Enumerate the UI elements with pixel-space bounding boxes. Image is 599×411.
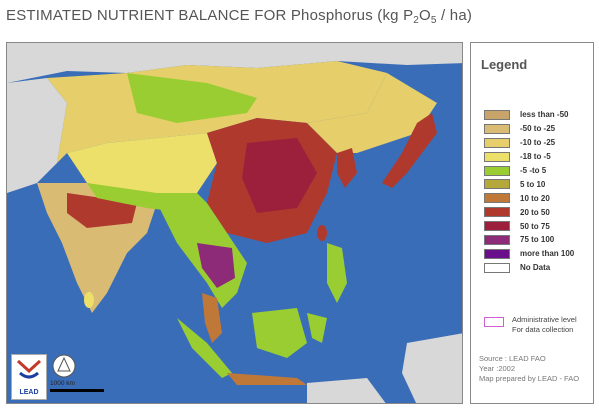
legend-swatch	[484, 262, 510, 273]
legend-panel: Legend less than -50 -50 to -25 -10 to -25…	[470, 42, 594, 404]
page-title: ESTIMATED NUTRIENT BALANCE FOR Phosphoru…	[6, 7, 472, 26]
credits-source: Source : LEAD FAO	[479, 354, 546, 363]
legend-label: less than -50	[520, 110, 569, 120]
region-java	[227, 373, 307, 385]
legend-item: -18 to -5	[484, 150, 574, 164]
legend-list: less than -50 -50 to -25 -10 to -25 -18 to …	[484, 108, 574, 275]
admin-level-swatch	[484, 317, 504, 327]
legend-swatch	[484, 234, 510, 245]
legend-item: 50 to 75	[484, 219, 574, 233]
no-data-west	[7, 78, 67, 193]
legend-item: 20 to 50	[484, 205, 574, 219]
region-manchuria	[307, 73, 437, 153]
scale-line	[50, 389, 104, 392]
admin-level-line-1: Administrative level	[512, 315, 577, 324]
legend-item: 75 to 100	[484, 233, 574, 247]
region-thailand	[197, 243, 235, 288]
no-data-papua	[402, 333, 462, 403]
legend-item: 5 to 10	[484, 177, 574, 191]
legend-label: 10 to 20	[520, 193, 550, 203]
legend-label: No Data	[520, 263, 551, 273]
legend-label: 75 to 100	[520, 235, 555, 245]
region-taiwan	[317, 225, 327, 241]
legend-item: -10 to -25	[484, 136, 574, 150]
legend-item: -50 to -25	[484, 122, 574, 136]
legend-swatch	[484, 193, 510, 204]
legend-item: 10 to 20	[484, 191, 574, 205]
legend-label: 50 to 75	[520, 221, 550, 231]
region-sumatra	[177, 318, 232, 378]
legend-title: Legend	[481, 57, 528, 72]
admin-level-key: Administrative level For data collection	[484, 315, 577, 334]
legend-swatch	[484, 165, 510, 176]
no-data-australia	[307, 378, 386, 403]
region-mongolia-green	[127, 73, 257, 123]
legend-swatch	[484, 221, 510, 232]
legend-item: No Data	[484, 261, 574, 275]
legend-swatch	[484, 207, 510, 218]
credits: Source : LEAD FAO Year :2002 Map prepare…	[479, 354, 579, 384]
scale-bar: 1000 km	[50, 380, 104, 392]
title-subscript-1: 2	[413, 15, 420, 26]
title-prefix: ESTIMATED NUTRIENT BALANCE FOR Phosphoru…	[6, 7, 414, 24]
title-mid: O	[419, 7, 431, 24]
legend-item: -5 -to 5	[484, 164, 574, 178]
region-borneo	[252, 308, 307, 358]
admin-level-text: Administrative level For data collection	[512, 315, 577, 334]
no-data-north	[7, 43, 462, 83]
lead-logo-text: LEAD	[19, 389, 39, 396]
legend-swatch	[484, 123, 510, 134]
title-suffix: / ha)	[436, 7, 473, 24]
legend-label: 5 to 10	[520, 179, 546, 189]
legend-swatch	[484, 109, 510, 120]
map-canvas	[7, 43, 462, 403]
north-arrow-icon	[52, 354, 76, 378]
legend-swatch	[484, 179, 510, 190]
legend-label: -50 to -25	[520, 124, 556, 134]
lead-logo-icon	[16, 359, 42, 379]
region-japan	[382, 113, 437, 188]
admin-level-line-2: For data collection	[512, 324, 574, 334]
legend-swatch	[484, 248, 510, 259]
legend-item: less than -50	[484, 108, 574, 122]
legend-label: 20 to 50	[520, 207, 550, 217]
legend-label: -10 to -25	[520, 138, 556, 148]
legend-label: -18 to -5	[520, 152, 551, 162]
region-china-core	[242, 138, 317, 213]
region-sri-lanka	[84, 292, 94, 308]
legend-label: -5 -to 5	[520, 166, 547, 175]
region-korea	[337, 148, 357, 188]
region-malay	[202, 293, 222, 343]
lead-logo: LEAD	[11, 354, 47, 400]
legend-item: more than 100	[484, 247, 574, 261]
title-subscript-2: 5	[430, 15, 437, 26]
legend-swatch	[484, 151, 510, 162]
legend-label: more than 100	[520, 249, 575, 259]
credits-year: Year :2002	[479, 364, 516, 373]
region-philippines	[327, 243, 347, 303]
map-panel[interactable]: LEAD 1000 km	[6, 42, 463, 404]
scale-label: 1000 km	[50, 380, 75, 387]
region-sulawesi	[307, 313, 327, 343]
legend-swatch	[484, 137, 510, 148]
credits-prepared: Map prepared by LEAD - FAO	[479, 374, 580, 383]
